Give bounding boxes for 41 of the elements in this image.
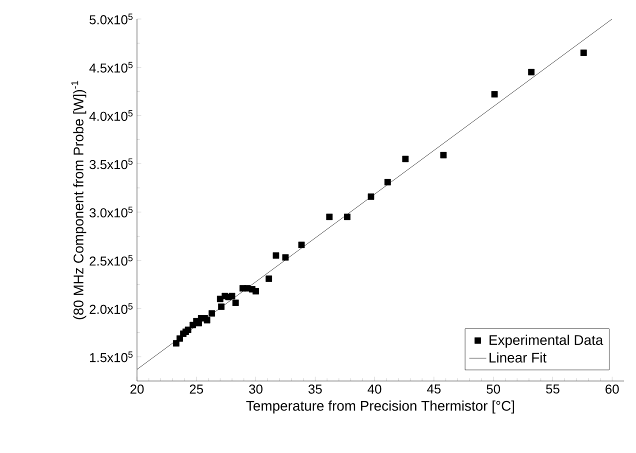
y-tick-label: 4.5x10$^{5}$ xyxy=(89,62,133,73)
point xyxy=(184,326,192,334)
point xyxy=(368,193,374,200)
point xyxy=(384,178,391,186)
point xyxy=(282,254,289,261)
x-tick-label: 45 xyxy=(427,384,441,394)
point xyxy=(272,252,280,259)
point xyxy=(228,292,236,300)
y-tick-label: 3.5x10$^{5}$ xyxy=(90,158,133,170)
point xyxy=(208,310,216,317)
x-axis-title: Temperature from Precision Thermistor [°C] xyxy=(246,400,514,414)
x-tick-label: 30 xyxy=(249,384,262,394)
point xyxy=(326,214,333,220)
point xyxy=(298,242,305,248)
legend-label: Linear Fit xyxy=(490,352,546,363)
point xyxy=(204,316,210,324)
x-tick-label: 25 xyxy=(190,384,204,394)
point xyxy=(528,68,535,76)
point xyxy=(440,152,447,158)
point xyxy=(218,303,225,310)
y-tick-label: 3.0x10$^{5}$ xyxy=(90,206,133,218)
point xyxy=(266,275,272,282)
y-tick-label: 4.0x10$^{5}$ xyxy=(89,110,133,121)
point xyxy=(344,214,350,220)
y-tick-label: 2.5x10$^{5}$ xyxy=(90,254,133,266)
point xyxy=(232,300,239,306)
y-tick-label: 5.0x10$^{5}$ xyxy=(90,14,133,24)
x-tick-label: 40 xyxy=(368,384,382,394)
point xyxy=(252,288,259,294)
point xyxy=(491,91,498,98)
point xyxy=(402,156,409,162)
legend-label: Experimental Data xyxy=(490,334,604,348)
x-tick-label: 50 xyxy=(486,384,500,394)
point xyxy=(580,50,587,56)
y-tick-label: 1.5x10$^{5}$ xyxy=(90,352,133,362)
y-tick-label: 2.0x10$^{5}$ xyxy=(90,303,133,314)
x-tick-label: 20 xyxy=(130,384,144,394)
x-tick-label: 60 xyxy=(606,384,619,394)
x-tick-label: 55 xyxy=(546,384,560,394)
y-axis-title: (80 MHz Component from Probe [W])$^{-1}$ xyxy=(71,80,86,320)
x-tick-label: 35 xyxy=(308,384,322,394)
